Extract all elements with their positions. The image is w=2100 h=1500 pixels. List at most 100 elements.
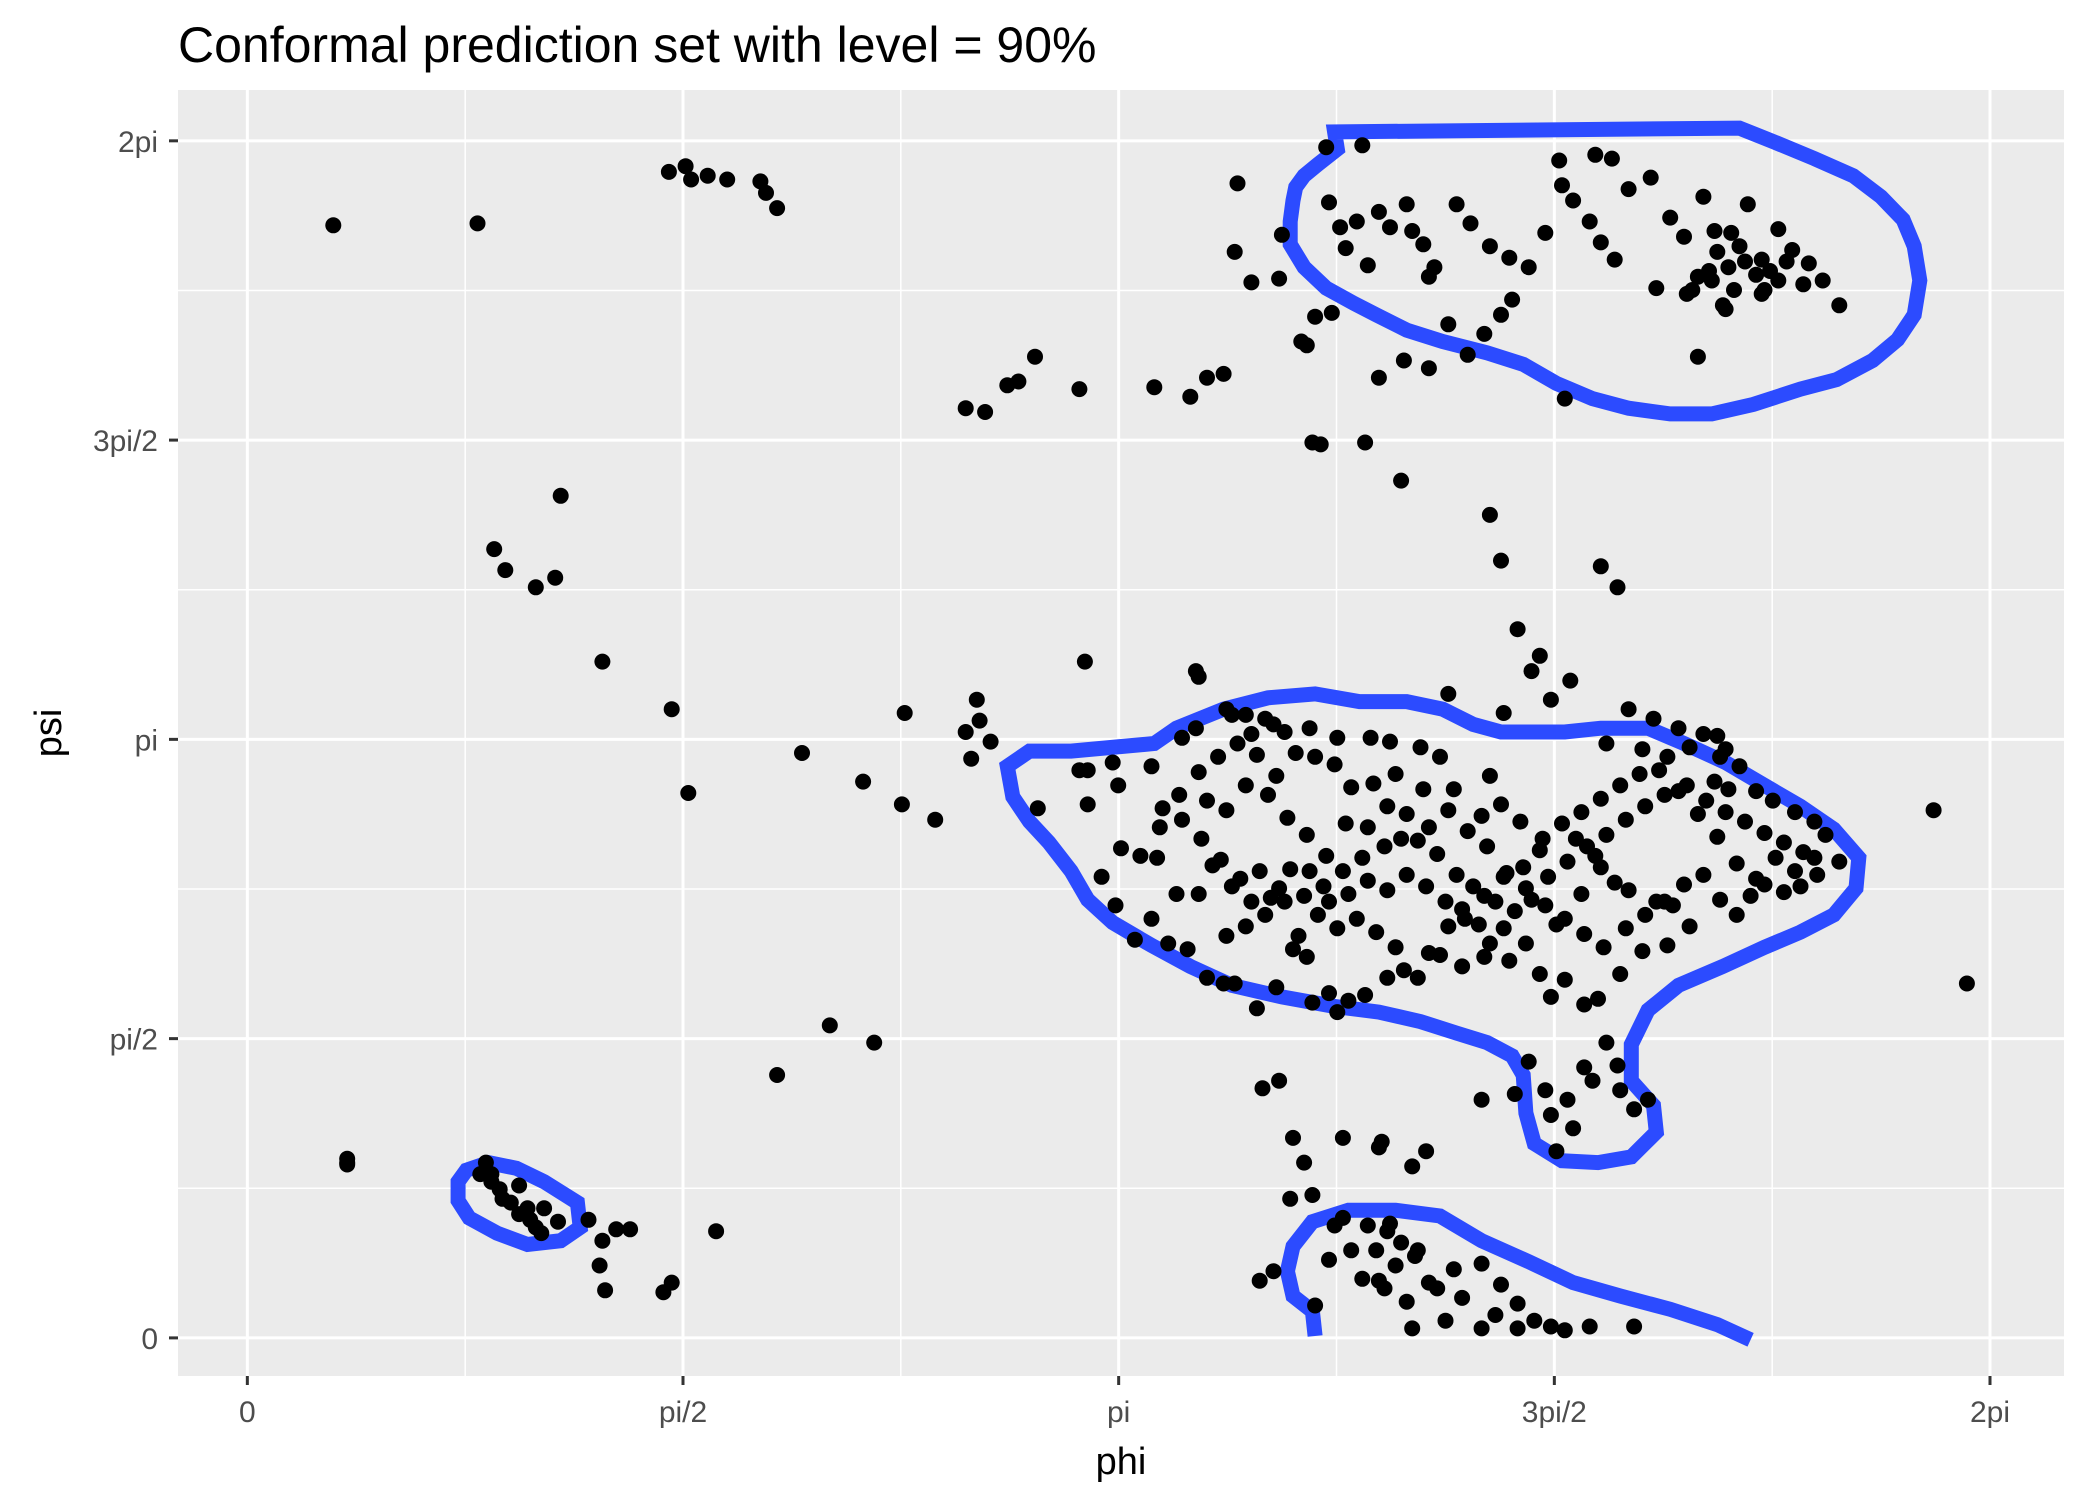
data-point xyxy=(1717,804,1734,821)
data-point xyxy=(1190,764,1207,781)
data-point xyxy=(1642,169,1659,186)
data-point xyxy=(1523,663,1540,680)
data-point xyxy=(1440,802,1457,819)
data-point xyxy=(1354,1270,1371,1287)
data-point xyxy=(758,184,774,201)
data-point xyxy=(1456,910,1473,927)
data-point xyxy=(1612,1082,1629,1099)
data-point xyxy=(1731,238,1748,255)
data-point xyxy=(663,1274,680,1291)
data-point xyxy=(769,200,786,217)
data-point xyxy=(1262,889,1279,906)
data-point xyxy=(1620,181,1637,198)
data-point xyxy=(1487,1307,1504,1323)
data-point xyxy=(1357,987,1374,1003)
data-point xyxy=(1592,558,1609,575)
data-point xyxy=(1445,1261,1462,1278)
data-point xyxy=(1143,910,1160,927)
x-tick-label: pi/2 xyxy=(659,1396,707,1429)
data-point xyxy=(1495,705,1512,721)
data-point xyxy=(1695,726,1712,742)
data-point xyxy=(1359,872,1376,889)
data-point xyxy=(1393,830,1410,847)
data-point xyxy=(1370,369,1387,386)
data-point xyxy=(1151,819,1168,836)
data-point xyxy=(1762,263,1778,279)
data-point xyxy=(1670,720,1687,737)
data-point xyxy=(1670,783,1687,800)
data-point xyxy=(680,785,697,801)
data-point xyxy=(1223,878,1240,895)
data-point xyxy=(1504,291,1521,308)
data-point xyxy=(594,1232,611,1249)
data-point xyxy=(1199,792,1215,809)
data-point xyxy=(1237,918,1254,935)
data-point xyxy=(1398,806,1415,822)
data-point xyxy=(1717,741,1734,758)
data-point xyxy=(1684,282,1701,298)
data-point xyxy=(1609,1057,1626,1074)
data-point xyxy=(597,1282,614,1299)
data-point xyxy=(1204,857,1221,874)
y-axis: 0 pi/2 pi 3pi/2 2pi xyxy=(93,126,178,1356)
data-point xyxy=(1537,897,1554,914)
data-point xyxy=(1226,243,1243,260)
data-point xyxy=(1626,1101,1643,1118)
data-point xyxy=(1559,1091,1576,1108)
y-tick-label: pi/2 xyxy=(110,1024,158,1057)
data-point xyxy=(1440,685,1457,702)
prediction-region-1 xyxy=(1282,120,1928,422)
data-point xyxy=(1257,906,1274,923)
data-point xyxy=(1473,1091,1490,1108)
data-point xyxy=(1365,775,1382,792)
data-point xyxy=(1354,849,1371,866)
data-point xyxy=(1199,969,1215,986)
data-point xyxy=(502,1194,519,1211)
data-point xyxy=(594,653,611,670)
data-point xyxy=(1143,758,1160,775)
data-point xyxy=(1517,880,1534,897)
data-point xyxy=(1542,1318,1559,1335)
data-point xyxy=(1171,786,1188,803)
data-point xyxy=(1817,826,1834,843)
data-point xyxy=(486,541,503,558)
data-point xyxy=(339,1154,356,1171)
data-point xyxy=(1476,948,1493,965)
data-point xyxy=(1634,741,1651,758)
data-point xyxy=(1620,882,1637,899)
data-point xyxy=(1709,828,1726,845)
data-point xyxy=(1237,777,1254,794)
data-point xyxy=(325,217,342,234)
data-point xyxy=(608,1221,625,1238)
data-point xyxy=(1617,920,1634,937)
data-point xyxy=(1640,1091,1656,1108)
data-point xyxy=(1662,209,1679,226)
data-point xyxy=(1659,937,1676,954)
data-point xyxy=(1493,796,1509,813)
data-point xyxy=(1368,924,1385,941)
data-point xyxy=(536,1200,553,1217)
x-tick-label: 3pi/2 xyxy=(1522,1396,1587,1429)
data-point xyxy=(1656,786,1673,803)
data-point xyxy=(1584,1072,1601,1089)
data-point xyxy=(1373,1133,1390,1150)
data-point xyxy=(1606,874,1623,891)
data-point xyxy=(1612,966,1629,982)
data-point xyxy=(1432,947,1448,963)
data-point xyxy=(1387,1257,1404,1274)
data-point xyxy=(1556,390,1573,407)
data-point xyxy=(1321,1251,1337,1268)
data-point xyxy=(1432,748,1448,765)
data-point xyxy=(963,750,980,767)
data-point xyxy=(1795,276,1812,293)
data-point xyxy=(1298,948,1315,965)
data-point xyxy=(1792,878,1809,895)
data-point xyxy=(663,701,680,718)
data-point xyxy=(1681,739,1698,756)
data-point xyxy=(1598,735,1615,752)
prediction-region-2 xyxy=(999,686,1867,1171)
y-tick-label: 2pi xyxy=(118,126,158,159)
data-point xyxy=(1440,316,1457,333)
data-point xyxy=(547,569,564,586)
